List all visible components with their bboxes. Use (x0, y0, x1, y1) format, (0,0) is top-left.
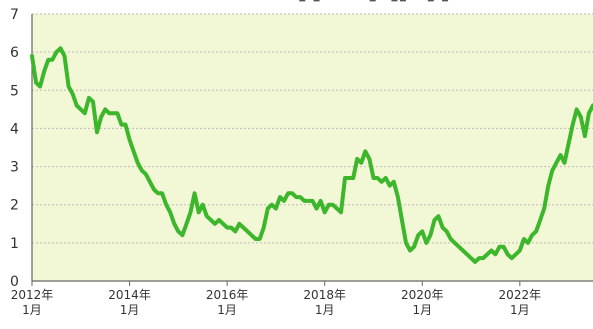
top-cropped-text: ﾞｰ ｰﾞ ﾞﾞﾞﾞ ｰﾞ ｰｰﾞ ﾞｰ ｰﾞﾞﾞ (290, 0, 473, 10)
x-tick-month-label: 1月 (217, 303, 237, 317)
series-line (30, 46, 593, 264)
x-tick-month-label: 1月 (510, 303, 530, 317)
series-layer (30, 46, 593, 264)
y-tick-label: 3 (10, 160, 19, 176)
y-tick-label: 1 (10, 236, 19, 252)
x-tick-year-label: 2016年 (206, 288, 249, 302)
y-tick-label: 2 (10, 198, 19, 214)
y-tick-label: 7 (10, 7, 19, 23)
y-tick-label: 0 (10, 274, 19, 290)
y-tick-label: 4 (10, 121, 19, 137)
x-tick-month-label: 1月 (412, 303, 432, 317)
x-tick-month-label: 1月 (120, 303, 140, 317)
y-tick-label: 5 (10, 83, 19, 99)
y-tick-label: 6 (10, 45, 19, 61)
x-tick-year-label: 2014年 (108, 288, 151, 302)
x-tick-year-label: 2022年 (499, 288, 542, 302)
x-tick-year-label: 2018年 (303, 288, 346, 302)
x-tick-year-label: 2020年 (401, 288, 444, 302)
x-tick-year-label: 2012年 (11, 288, 54, 302)
x-tick-month-label: 1月 (315, 303, 335, 317)
tick-labels: 012345672012年1月2014年1月2016年1月2018年1月2020… (10, 7, 541, 317)
plot-background (32, 14, 593, 281)
x-tick-month-label: 1月 (22, 303, 42, 317)
